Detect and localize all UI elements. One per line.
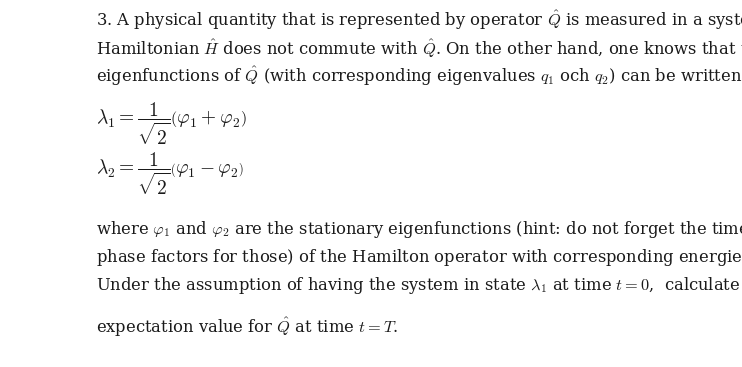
Text: $\lambda_1 = \dfrac{1}{\sqrt{2}}\left(\varphi_1 + \varphi_2\right)$: $\lambda_1 = \dfrac{1}{\sqrt{2}}\left(\v… — [96, 101, 247, 147]
Text: expectation value for $\hat{Q}$ at time $t=T$.: expectation value for $\hat{Q}$ at time … — [96, 316, 398, 339]
Text: 3. A physical quantity that is represented by operator $\hat{Q}$ is measured in : 3. A physical quantity that is represent… — [96, 8, 742, 32]
Text: where $\varphi_1$ and $\varphi_2$ are the stationary eigenfunctions (hint: do no: where $\varphi_1$ and $\varphi_2$ are th… — [96, 219, 742, 240]
Text: Hamiltonian $\hat{H}$ does not commute with $\hat{Q}$. On the other hand, one kn: Hamiltonian $\hat{H}$ does not commute w… — [96, 37, 742, 60]
Text: phase factors for those) of the Hamilton operator with corresponding energies $E: phase factors for those) of the Hamilton… — [96, 247, 742, 268]
Text: Under the assumption of having the system in state $\lambda_1$ at time $t = 0$, : Under the assumption of having the syste… — [96, 275, 742, 297]
Text: $\lambda_2 = \dfrac{1}{\sqrt{2}}\left(\varphi_1 - \varphi_2\right)$: $\lambda_2 = \dfrac{1}{\sqrt{2}}\left(\v… — [96, 150, 245, 197]
Text: eigenfunctions of $\hat{Q}$ (with corresponding eigenvalues $q_1$ och $q_2$) can: eigenfunctions of $\hat{Q}$ (with corres… — [96, 65, 742, 88]
